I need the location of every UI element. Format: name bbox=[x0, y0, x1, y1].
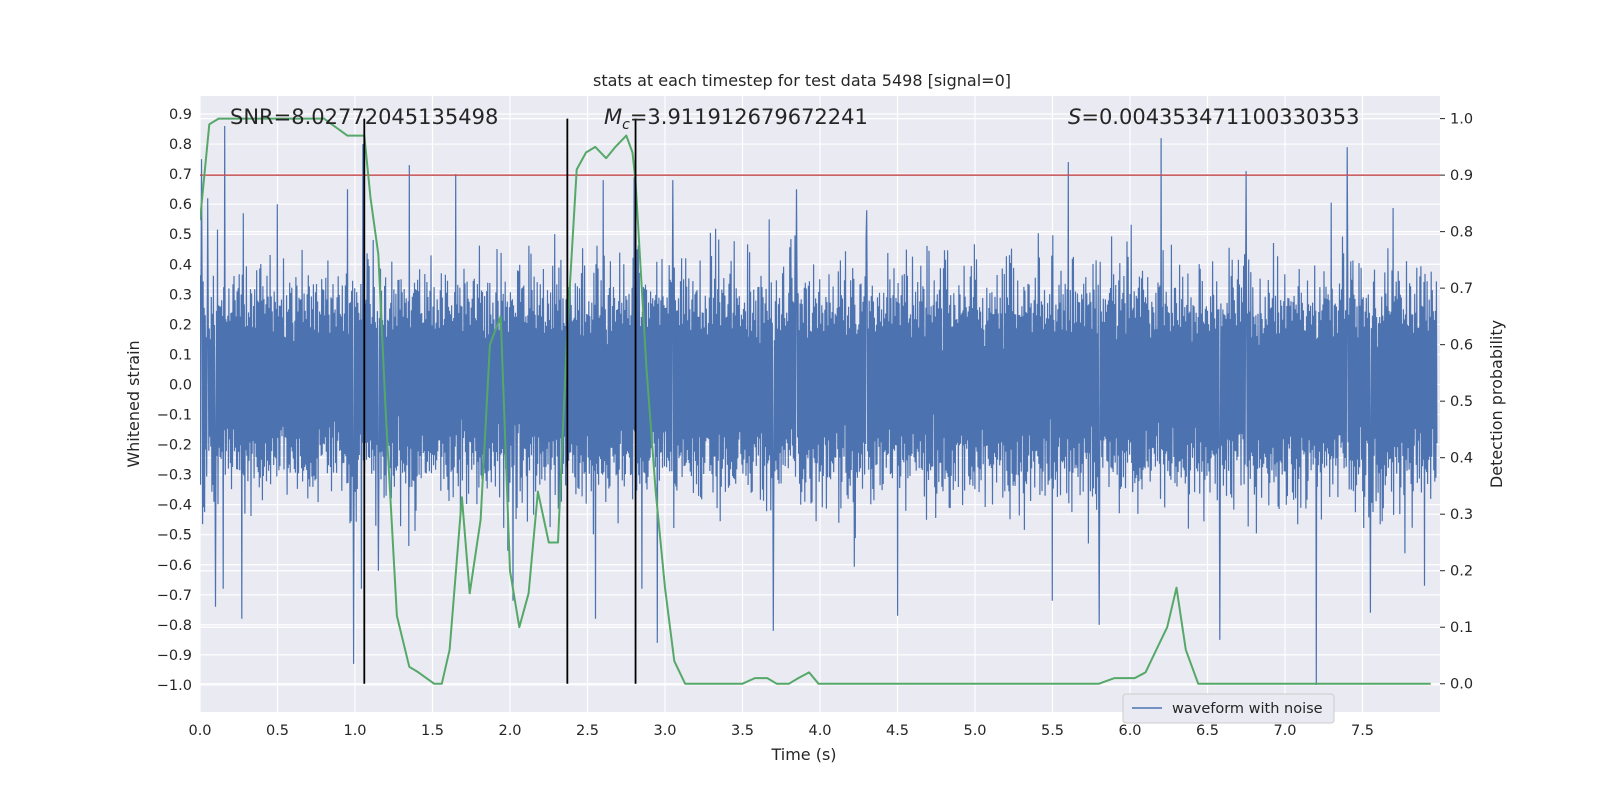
right-y-tick-label: 0.4 bbox=[1450, 451, 1473, 467]
left-y-tick-label: 0.3 bbox=[169, 287, 192, 303]
x-tick-label: 2.5 bbox=[576, 723, 599, 739]
s-annotation: S=0.004353471100330353 bbox=[1068, 105, 1359, 129]
x-tick-label: 6.0 bbox=[1118, 723, 1141, 739]
legend: waveform with noise bbox=[1122, 693, 1335, 724]
right-y-tick-label: 0.3 bbox=[1450, 507, 1473, 523]
x-tick-label: 5.0 bbox=[963, 723, 986, 739]
right-y-tick-label: 1.0 bbox=[1450, 112, 1473, 128]
x-tick-label: 0.0 bbox=[188, 723, 211, 739]
overlay-layer bbox=[200, 117, 1440, 685]
left-y-tick-label: −0.8 bbox=[157, 618, 192, 634]
left-y-tick-label: 0.0 bbox=[169, 377, 192, 393]
right-y-tick-label: 0.9 bbox=[1450, 168, 1473, 184]
right-y-tick-label: 0.5 bbox=[1450, 394, 1473, 410]
right-y-axis-ticks: 1.0 0.9 0.8 0.7 0.6 0.5 0.4 0.3 0.2 0.1 0.0 bbox=[1440, 112, 1473, 693]
right-y-axis-label: Detection probability bbox=[1487, 320, 1506, 488]
x-axis-label: Time (s) bbox=[770, 745, 836, 764]
chart-title: stats at each timestep for test data 549… bbox=[593, 71, 1011, 90]
right-y-tick-label: 0.6 bbox=[1450, 338, 1473, 354]
left-y-tick-label: 0.8 bbox=[169, 137, 192, 153]
left-y-tick-label: 0.5 bbox=[169, 227, 192, 243]
x-tick-label: 2.0 bbox=[498, 723, 521, 739]
left-y-tick-label: 0.4 bbox=[169, 257, 192, 273]
x-axis-ticks: 0.0 0.5 1.0 1.5 2.0 2.5 3.0 3.5 4.0 4.5 5.0 5.5 6.0 6… bbox=[188, 723, 1374, 739]
left-y-axis-ticks: 0.9 0.8 0.7 0.6 0.5 0.4 0.3 0.2 0.1 0.0 −0.1 −0.2 −0… bbox=[157, 107, 192, 694]
x-tick-label: 4.0 bbox=[808, 723, 831, 739]
s-value: =0.004353471100330353 bbox=[1081, 105, 1359, 129]
left-y-tick-label: 0.9 bbox=[169, 107, 192, 123]
right-y-tick-label: 0.1 bbox=[1450, 620, 1473, 636]
left-y-tick-label: 0.1 bbox=[169, 347, 192, 363]
left-y-tick-label: −1.0 bbox=[157, 678, 192, 694]
waveform-line bbox=[200, 125, 1438, 686]
left-y-tick-label: −0.7 bbox=[157, 588, 192, 604]
right-y-tick-label: 0.2 bbox=[1450, 564, 1473, 580]
legend-box bbox=[1122, 693, 1335, 724]
right-y-tick-label: 0.8 bbox=[1450, 225, 1473, 241]
left-y-axis-label: Whitened strain bbox=[124, 340, 143, 467]
x-tick-label: 3.0 bbox=[653, 723, 676, 739]
x-tick-label: 7.5 bbox=[1351, 723, 1374, 739]
x-tick-label: 1.5 bbox=[421, 723, 444, 739]
left-y-tick-label: −0.4 bbox=[157, 498, 192, 514]
left-y-tick-label: 0.7 bbox=[169, 167, 192, 183]
left-y-tick-label: 0.6 bbox=[169, 197, 192, 213]
x-tick-label: 5.5 bbox=[1041, 723, 1064, 739]
right-y-tick-label: 0.0 bbox=[1450, 677, 1473, 693]
left-y-tick-label: −0.3 bbox=[157, 468, 192, 484]
legend-label-waveform: waveform with noise bbox=[1172, 701, 1323, 717]
snr-annotation: SNR=8.02772045135498 bbox=[230, 105, 498, 129]
waveform-with-noise-series bbox=[200, 125, 1438, 686]
x-tick-label: 7.0 bbox=[1273, 723, 1296, 739]
chirp-mass-value: =3.911912679672241 bbox=[630, 105, 868, 129]
right-y-tick-label: 0.7 bbox=[1450, 281, 1473, 297]
x-tick-label: 6.5 bbox=[1196, 723, 1219, 739]
x-tick-label: 4.5 bbox=[886, 723, 909, 739]
left-y-tick-label: −0.9 bbox=[157, 648, 192, 664]
left-y-tick-label: −0.1 bbox=[157, 408, 192, 424]
detection-probability-line bbox=[200, 117, 1431, 685]
x-tick-label: 1.0 bbox=[343, 723, 366, 739]
left-y-tick-label: 0.2 bbox=[169, 317, 192, 333]
left-y-tick-label: −0.5 bbox=[157, 528, 192, 544]
left-y-tick-label: −0.6 bbox=[157, 558, 192, 574]
chirp-mass-annotation: Mc=3.911912679672241 bbox=[604, 105, 868, 133]
x-tick-label: 0.5 bbox=[266, 723, 289, 739]
plot-area bbox=[199, 96, 1440, 712]
x-tick-label: 3.5 bbox=[731, 723, 754, 739]
left-y-tick-label: −0.2 bbox=[157, 438, 192, 454]
